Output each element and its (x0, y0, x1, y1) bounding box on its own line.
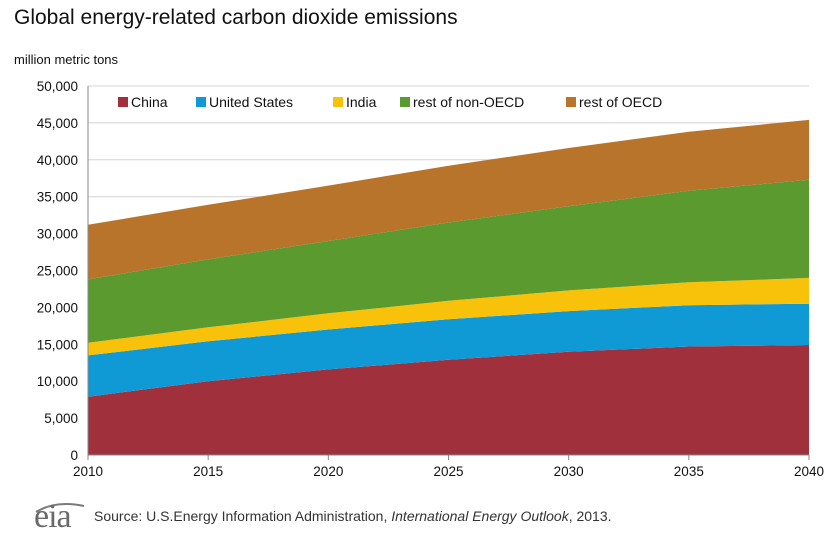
source-text: Source: U.S.Energy Information Administr… (94, 508, 612, 524)
axes (87, 86, 810, 460)
x-tick-label: 2020 (313, 464, 343, 479)
y-tick-label: 40,000 (37, 153, 78, 168)
x-tick-label: 2030 (554, 464, 584, 479)
y-tick-label: 30,000 (37, 227, 78, 242)
source-publication: International Energy Outlook (391, 508, 569, 524)
x-tick-label: 2015 (193, 464, 223, 479)
y-tick-label: 10,000 (37, 374, 78, 389)
legend-swatch-rest-of-non-oecd (400, 97, 410, 107)
x-tick-label: 2040 (794, 464, 824, 479)
y-tick-label: 35,000 (37, 190, 78, 205)
y-tick-label: 5,000 (44, 411, 78, 426)
x-tick-label: 2025 (433, 464, 463, 479)
legend-swatch-china (118, 97, 128, 107)
legend-label: United States (209, 94, 293, 110)
y-tick-label: 20,000 (37, 300, 78, 315)
legend-label: rest of OECD (579, 94, 662, 110)
eia-logo-swoosh (35, 503, 85, 513)
legend-swatch-india (333, 97, 343, 107)
y-tick-label: 25,000 (37, 264, 78, 279)
eia-logo: eia (34, 498, 72, 535)
legend: China United States India rest of non-OECD r… (118, 94, 662, 110)
y-axis-unit-label: million metric tons (14, 52, 119, 67)
y-tick-label: 50,000 (37, 79, 78, 94)
area-united-states (88, 303, 809, 397)
area-china (88, 345, 809, 455)
legend-label: rest of non-OECD (413, 94, 524, 110)
x-tick-label: 2010 (73, 464, 103, 479)
source-prefix: Source: U.S.Energy Information Administr… (94, 508, 392, 524)
legend-label: China (131, 94, 168, 110)
y-tick-labels: 0 5,000 10,000 15,000 20,000 25,000 30,000 35,0… (37, 79, 78, 463)
area-rest-of-non-oecd (88, 179, 809, 343)
legend-swatch-rest-of-oecd (566, 97, 576, 107)
stacked-area-chart: 0 5,000 10,000 15,000 20,000 25,000 30,000 35,0… (37, 79, 824, 479)
y-tick-label: 0 (70, 448, 78, 463)
source-suffix: , 2013. (568, 508, 612, 524)
area-rest-of-oecd (88, 119, 809, 280)
area-series-group (88, 119, 809, 455)
x-tick-label: 2035 (674, 464, 704, 479)
legend-label: India (346, 94, 377, 110)
y-tick-label: 15,000 (37, 337, 78, 352)
area-india (88, 277, 809, 356)
legend-swatch-united-states (196, 97, 206, 107)
y-tick-label: 45,000 (37, 116, 78, 131)
x-tick-labels: 2010 2015 2020 2025 2030 2035 2040 (73, 464, 824, 479)
chart-title: Global energy-related carbon dioxide emi… (14, 6, 458, 29)
